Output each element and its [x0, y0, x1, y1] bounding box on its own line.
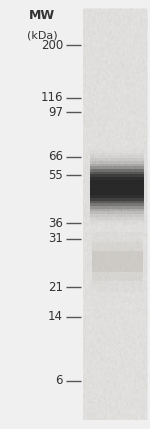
Text: 97: 97	[48, 106, 63, 119]
Bar	[90, 180, 144, 195]
Text: 116: 116	[40, 91, 63, 104]
Bar	[90, 163, 144, 211]
Text: 36: 36	[48, 217, 63, 230]
Text: 6: 6	[56, 375, 63, 387]
Bar	[92, 232, 142, 292]
Bar	[82, 9, 147, 420]
Bar	[90, 169, 144, 206]
Bar	[90, 153, 144, 222]
Bar	[90, 177, 144, 198]
Bar	[90, 155, 144, 220]
Text: MW: MW	[29, 9, 55, 22]
Bar	[90, 150, 144, 225]
Bar	[90, 184, 144, 191]
Bar	[90, 158, 144, 217]
Text: 14: 14	[48, 310, 63, 323]
Bar	[92, 169, 142, 184]
Text: 21: 21	[48, 281, 63, 294]
Text: 66: 66	[48, 150, 63, 163]
Text: 55: 55	[48, 169, 63, 181]
Text: (kDa): (kDa)	[27, 30, 57, 40]
Bar	[92, 242, 142, 281]
Bar	[90, 174, 144, 201]
Bar	[90, 172, 144, 203]
Text: 200: 200	[41, 39, 63, 51]
Bar	[90, 161, 144, 214]
Bar	[92, 251, 142, 272]
Bar	[90, 166, 144, 209]
Text: 31: 31	[48, 233, 63, 245]
